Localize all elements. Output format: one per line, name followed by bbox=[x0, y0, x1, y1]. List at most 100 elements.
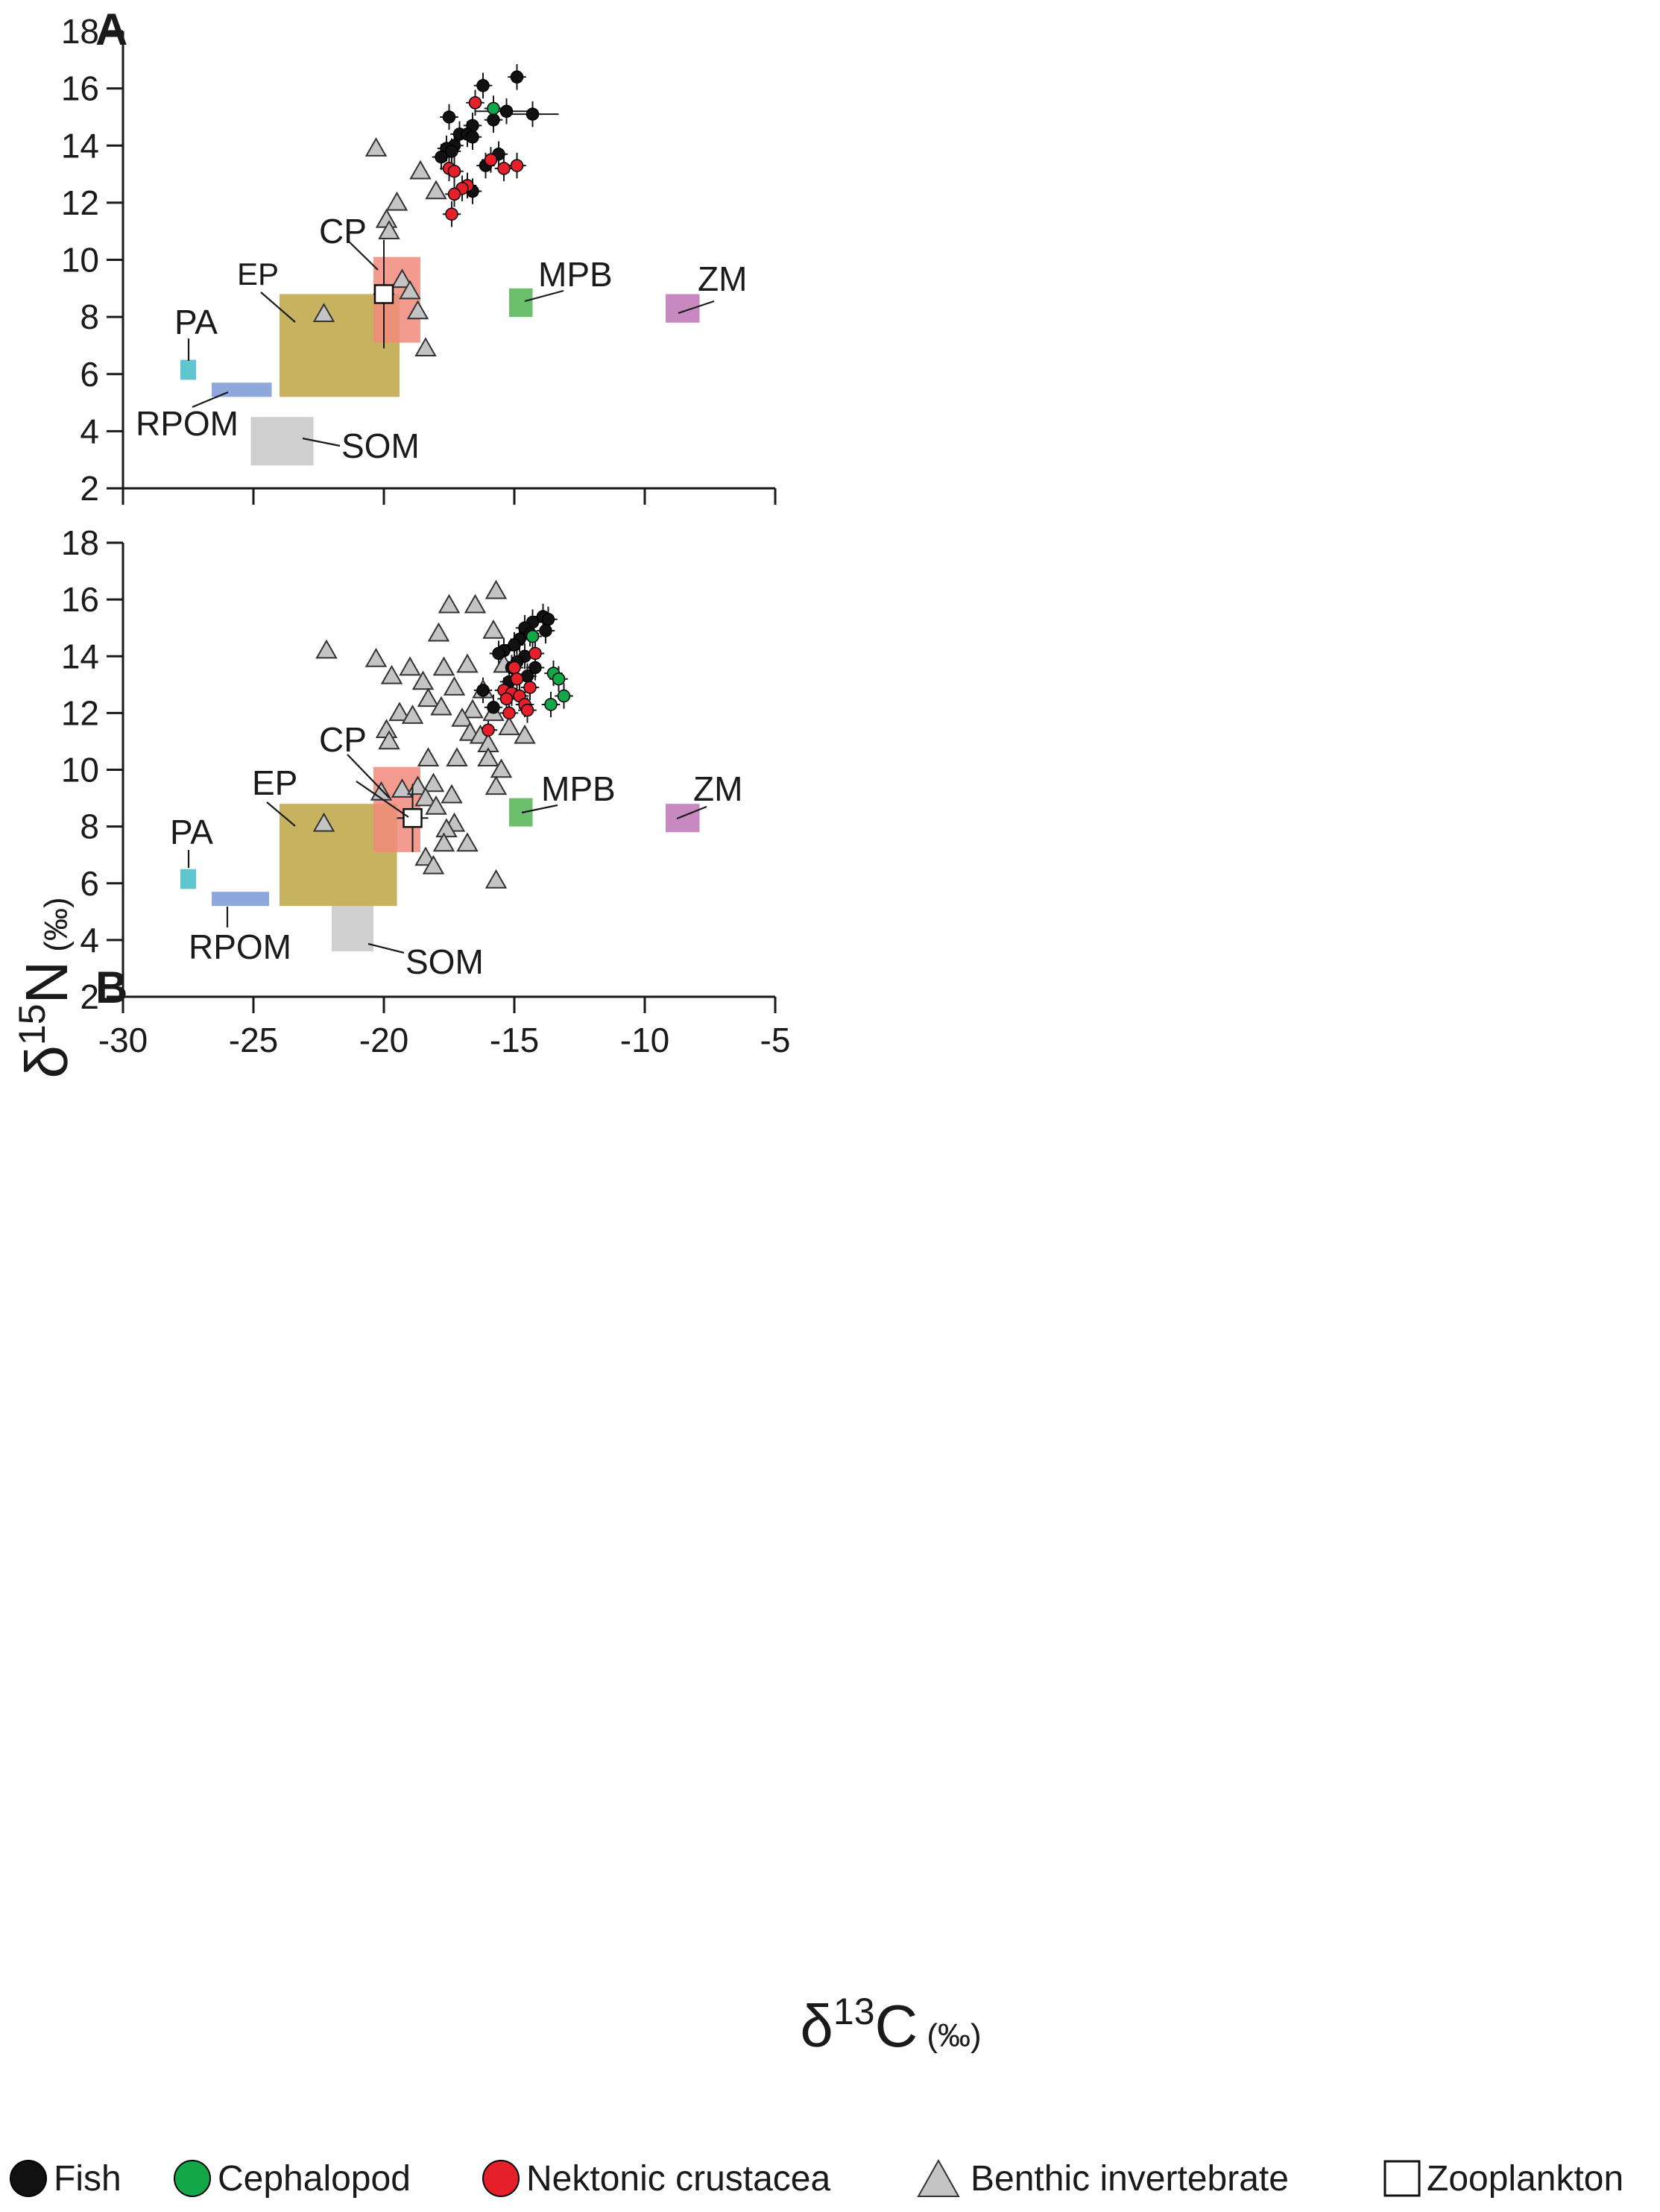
benthic-invertebrate-point bbox=[312, 812, 335, 832]
legend-cephalopod-marker bbox=[174, 2160, 211, 2197]
source-box-mpb bbox=[509, 288, 533, 318]
fish-point bbox=[510, 70, 524, 84]
leader-line-ep bbox=[260, 292, 296, 323]
source-label-som: SOM bbox=[341, 426, 420, 465]
panel-b: 2 4 6 8 10 12 14 16 18 -30 -25 -20 -15 -10 -5 EP CP PA RPO… bbox=[61, 523, 791, 1059]
benthic-invertebrate-point bbox=[485, 579, 508, 599]
cephalopod-point bbox=[526, 629, 540, 643]
source-box-som bbox=[250, 417, 314, 466]
nektonic-crustacea-point bbox=[510, 672, 524, 686]
nektonic-crustacea-point bbox=[482, 723, 495, 737]
benthic-invertebrate-point bbox=[391, 778, 414, 798]
leader-line-ep bbox=[266, 801, 296, 827]
benthic-invertebrate-point bbox=[375, 208, 398, 228]
fish-point bbox=[541, 613, 555, 626]
benthic-invertebrate-point bbox=[438, 593, 461, 614]
source-label-cp: CP bbox=[319, 212, 367, 250]
legend: Fish Cephalopod Nektonic crustacea Benth… bbox=[10, 2158, 1623, 2199]
legend-cephalopod-label: Cephalopod bbox=[218, 2159, 411, 2199]
benthic-invertebrate-point bbox=[482, 619, 505, 639]
fish-point bbox=[476, 79, 490, 92]
fish-point bbox=[526, 107, 540, 121]
source-box-mpb bbox=[509, 798, 533, 827]
x-tick-label: -30 bbox=[98, 1021, 148, 1059]
benthic-invertebrate-point bbox=[364, 137, 388, 157]
leader-line-zm bbox=[676, 805, 707, 820]
source-label-ep: EP bbox=[237, 256, 279, 292]
benthic-invertebrate-point bbox=[409, 160, 432, 180]
source-box-rpom bbox=[212, 892, 269, 907]
x-tick-label: -10 bbox=[620, 1021, 669, 1059]
legend-fish-marker bbox=[10, 2160, 47, 2197]
x-tick-label: -5 bbox=[760, 1021, 791, 1059]
y-tick-label: 12 bbox=[61, 693, 99, 732]
source-label-ep: EP bbox=[252, 763, 297, 802]
fish-point bbox=[435, 150, 448, 164]
y-tick-label: 10 bbox=[61, 751, 99, 790]
benthic-invertebrate-point bbox=[414, 337, 437, 357]
nektonic-crustacea-point bbox=[468, 96, 482, 110]
x-tick-label: -20 bbox=[359, 1021, 408, 1059]
benthic-invertebrate-point bbox=[427, 622, 450, 642]
benthic-invertebrate-point bbox=[456, 653, 479, 673]
source-box-zm bbox=[666, 804, 700, 833]
y-tick-label: 16 bbox=[61, 69, 99, 108]
legend-benthic-invertebrate-marker bbox=[917, 2158, 960, 2197]
nektonic-crustacea-point bbox=[499, 692, 514, 706]
benthic-invertebrate-point bbox=[417, 747, 440, 767]
zooplankton-point bbox=[373, 284, 394, 304]
nektonic-crustacea-point bbox=[520, 703, 534, 717]
benthic-invertebrate-point bbox=[477, 747, 499, 767]
cephalopod-point bbox=[552, 672, 566, 686]
y-tick-label: 2 bbox=[80, 469, 99, 508]
benthic-invertebrate-point bbox=[432, 832, 455, 852]
cephalopod-point bbox=[487, 101, 500, 116]
panel-a: 2 4 6 8 10 12 14 16 18 EP CP PA RPOM SOM MPB ZM bbox=[61, 12, 777, 508]
benthic-invertebrate-point bbox=[411, 670, 435, 690]
fish-point bbox=[487, 701, 500, 714]
x-axis-title: δ13C (‰) bbox=[800, 1991, 981, 2059]
y-tick-label: 8 bbox=[80, 297, 99, 336]
benthic-invertebrate-point bbox=[451, 707, 473, 727]
leader-line-cp bbox=[347, 239, 379, 271]
nektonic-crustacea-point bbox=[445, 207, 458, 221]
y-tick-label: 10 bbox=[61, 241, 99, 280]
benthic-invertebrate-point bbox=[432, 656, 455, 676]
legend-zooplankton-label: Zooplankton bbox=[1427, 2159, 1623, 2199]
leader-line-cp bbox=[347, 754, 390, 798]
benthic-invertebrate-point bbox=[378, 730, 400, 750]
benthic-invertebrate-point bbox=[461, 699, 484, 719]
y-tick-label: 12 bbox=[61, 183, 99, 222]
leader-line-rpom bbox=[192, 391, 229, 409]
benthic-invertebrate-point bbox=[425, 180, 447, 200]
leader-line-zooplankton bbox=[356, 781, 409, 818]
source-label-pa: PA bbox=[174, 303, 218, 341]
y-tick-label: 6 bbox=[80, 355, 99, 394]
y-tick-label: 2 bbox=[80, 977, 99, 1016]
benthic-invertebrate-point bbox=[417, 687, 440, 708]
benthic-invertebrate-point bbox=[378, 220, 400, 239]
benthic-invertebrate-point bbox=[385, 191, 408, 211]
y-tick-label: 6 bbox=[80, 864, 99, 903]
source-label-pa: PA bbox=[170, 813, 213, 851]
y-tick-label: 8 bbox=[80, 807, 99, 846]
y-tick-label: 14 bbox=[61, 637, 99, 675]
benthic-invertebrate-point bbox=[464, 593, 487, 614]
source-box-pa bbox=[180, 359, 196, 380]
benthic-invertebrate-point bbox=[498, 716, 520, 736]
legend-nektonic-crustacea-marker bbox=[482, 2160, 520, 2197]
nektonic-crustacea-point bbox=[502, 706, 516, 720]
leader-line-zm bbox=[678, 300, 715, 315]
benthic-invertebrate-point bbox=[435, 818, 458, 838]
benthic-invertebrate-point bbox=[514, 724, 536, 744]
source-label-zm: ZM bbox=[698, 259, 747, 298]
benthic-invertebrate-point bbox=[391, 268, 414, 289]
zooplankton-point bbox=[403, 807, 423, 828]
fish-point bbox=[539, 624, 552, 637]
nektonic-crustacea-point bbox=[447, 164, 461, 178]
benthic-invertebrate-point bbox=[485, 869, 508, 889]
benthic-invertebrate-point bbox=[456, 832, 479, 852]
benthic-invertebrate-point bbox=[364, 648, 388, 667]
nektonic-crustacea-point bbox=[528, 646, 542, 661]
source-label-mpb: MPB bbox=[538, 255, 613, 294]
